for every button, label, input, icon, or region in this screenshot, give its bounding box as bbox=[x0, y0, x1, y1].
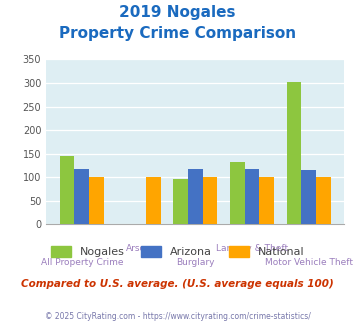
Legend: Nogales, Arizona, National: Nogales, Arizona, National bbox=[46, 242, 309, 261]
Bar bbox=[203, 177, 217, 224]
Text: Burglary: Burglary bbox=[176, 258, 214, 267]
Text: Property Crime Comparison: Property Crime Comparison bbox=[59, 26, 296, 41]
Bar bbox=[316, 177, 331, 224]
Text: 2019 Nogales: 2019 Nogales bbox=[119, 5, 236, 20]
Bar bbox=[301, 170, 316, 224]
Bar bbox=[245, 169, 260, 224]
Text: © 2025 CityRating.com - https://www.cityrating.com/crime-statistics/: © 2025 CityRating.com - https://www.city… bbox=[45, 312, 310, 321]
Text: All Property Crime: All Property Crime bbox=[40, 258, 123, 267]
Bar bbox=[286, 82, 301, 224]
Bar bbox=[173, 179, 188, 224]
Bar bbox=[260, 177, 274, 224]
Text: Larceny & Theft: Larceny & Theft bbox=[216, 244, 288, 253]
Bar bbox=[75, 169, 89, 224]
Bar bbox=[60, 156, 75, 224]
Bar bbox=[188, 169, 203, 224]
Bar bbox=[230, 162, 245, 224]
Bar bbox=[146, 177, 161, 224]
Bar bbox=[89, 177, 104, 224]
Text: Arson: Arson bbox=[126, 244, 152, 253]
Text: Compared to U.S. average. (U.S. average equals 100): Compared to U.S. average. (U.S. average … bbox=[21, 279, 334, 289]
Text: Motor Vehicle Theft: Motor Vehicle Theft bbox=[265, 258, 353, 267]
